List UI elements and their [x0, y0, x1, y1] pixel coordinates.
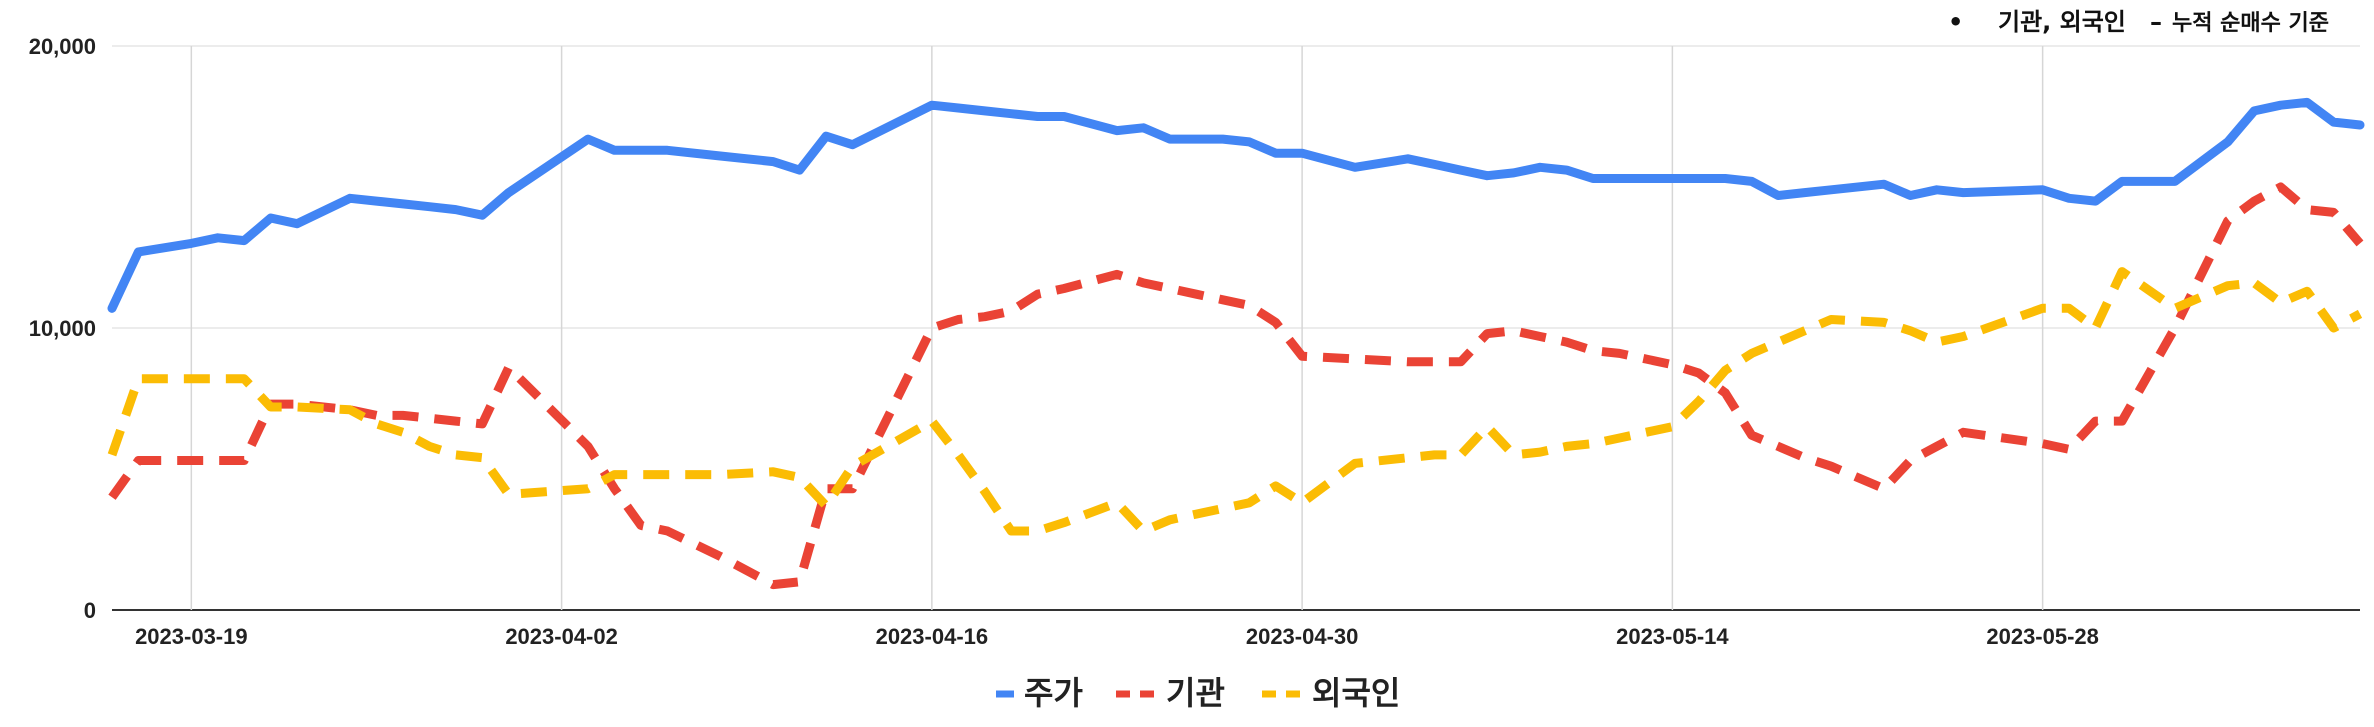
series-line-2 [108, 182, 2364, 590]
x-tick-label: 2023-04-16 [876, 624, 989, 649]
y-axis: 0 10,000 20,000 [29, 34, 96, 623]
x-axis: 2023-03-19 2023-04-02 2023-04-16 2023-04-30… [135, 624, 2099, 649]
legend: 주가 기관 외국인 [996, 674, 1400, 712]
y-tick-label: 0 [84, 598, 96, 623]
legend-label: 외국인 [1312, 674, 1400, 712]
x-tick-label: 2023-04-30 [1246, 624, 1359, 649]
y-tick-label: 10,000 [29, 316, 96, 341]
series-line-3 [107, 267, 2363, 536]
x-tick-label: 2023-05-28 [1986, 624, 2099, 649]
series-line-1 [107, 97, 2365, 313]
legend-label: 주가 [1024, 674, 1083, 712]
annotation-text: 기관, 외국인 [1998, 8, 2126, 36]
x-tick-label: 2023-03-19 [135, 624, 248, 649]
series-lines [107, 97, 2365, 590]
x-tick-label: 2023-05-14 [1616, 624, 1729, 649]
annotation-dash: – [2150, 8, 2162, 36]
y-tick-label: 20,000 [29, 34, 96, 59]
annotation-subtext: 누적 순매수 기준 [2172, 11, 2329, 36]
annotation-bullet: • [1948, 8, 1963, 36]
annotation: • 기관, 외국인 – 누적 순매수 기준 [1948, 8, 2329, 36]
legend-label: 기관 [1166, 674, 1225, 712]
x-tick-label: 2023-04-02 [505, 624, 618, 649]
grid-lines [112, 45, 2360, 611]
